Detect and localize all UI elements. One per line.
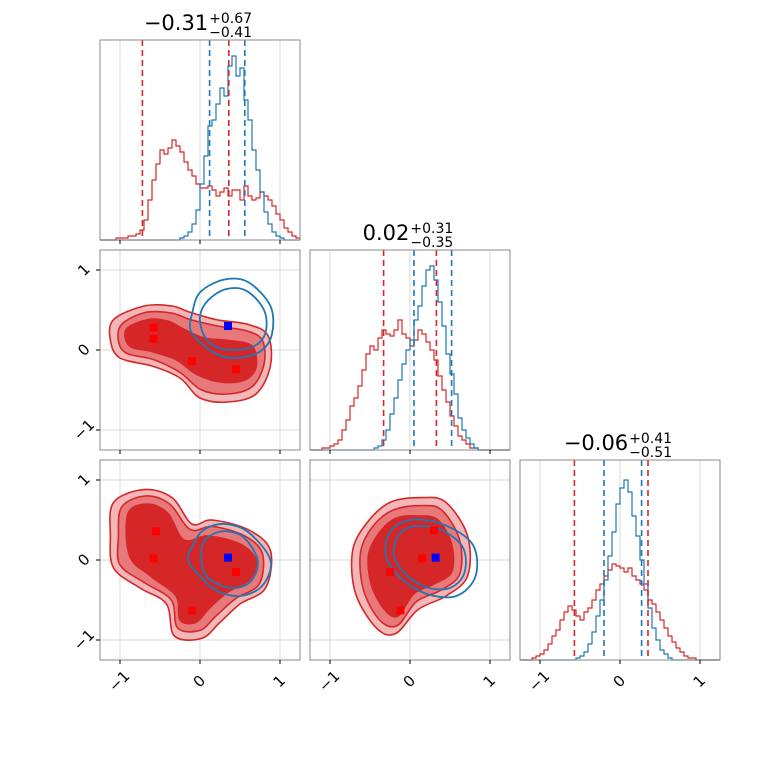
hist-title-median: 0.02 xyxy=(363,221,410,245)
x-tick-label: −1 xyxy=(525,667,553,695)
red-histogram xyxy=(520,563,720,661)
red-histogram xyxy=(100,139,301,241)
y-tick-label: −1 xyxy=(70,416,98,444)
panel-content xyxy=(350,496,479,636)
blue-marker xyxy=(224,322,232,330)
red-marker xyxy=(149,334,158,343)
hist-title-minus: −0.41 xyxy=(209,25,252,41)
hist-panel-2: 0.02 +0.31−0.35 xyxy=(309,221,511,454)
blue-contour-level-2 xyxy=(198,287,268,351)
red-marker xyxy=(232,365,240,374)
y-tick-label: 0 xyxy=(74,550,93,569)
y-tick-label: −1 xyxy=(70,626,98,654)
x-tick-label: 0 xyxy=(610,672,629,691)
red-marker xyxy=(149,323,158,332)
hist-title-plus: +0.31 xyxy=(410,221,453,237)
hist-title-minus: −0.35 xyxy=(410,235,453,251)
red-contour-level-3 xyxy=(367,515,455,618)
red-marker xyxy=(149,554,158,563)
red-marker xyxy=(188,357,196,366)
panel-content xyxy=(109,488,273,641)
red-marker xyxy=(188,606,196,615)
blue-marker xyxy=(431,553,440,562)
scatter-panel-1: −1 0 1 xyxy=(70,249,301,454)
red-marker xyxy=(386,568,394,576)
panel-content xyxy=(108,277,275,404)
blue-contour-level-2 xyxy=(392,525,467,591)
blue-contour-level-2 xyxy=(200,530,259,590)
blue-contour-level-1 xyxy=(186,523,272,598)
red-marker xyxy=(152,527,160,536)
hist-panel-3: −1 0 1 −0.06 +0.41−0.51 xyxy=(519,431,721,695)
red-marker xyxy=(396,606,405,615)
scatter-panel-3: −1 0 1 xyxy=(309,459,511,695)
hist-title-plus: +0.67 xyxy=(209,11,252,27)
red-marker xyxy=(232,568,240,576)
y-tick-label: 1 xyxy=(74,260,93,279)
blue-contour-level-1 xyxy=(188,277,275,359)
x-tick-label: 1 xyxy=(270,672,289,691)
red-marker xyxy=(418,554,426,563)
x-tick-label: 1 xyxy=(690,672,709,691)
x-tick-label: 0 xyxy=(400,672,419,691)
blue-contour-level-1 xyxy=(384,518,479,599)
hist-title-median: −0.06 xyxy=(564,431,628,455)
x-tick-label: −1 xyxy=(105,667,133,695)
red-contour-level-3 xyxy=(124,318,258,384)
x-tick-label: −1 xyxy=(315,667,343,695)
x-tick-label: 1 xyxy=(480,672,499,691)
scatter-panel-2: −1 0 1 −1 0 1 xyxy=(70,459,301,695)
hist-title-median: −0.31 xyxy=(144,11,208,35)
red-histogram xyxy=(310,319,510,451)
red-marker xyxy=(430,526,438,535)
x-tick-label: 0 xyxy=(190,672,209,691)
hist-panel-1: −0.31 +0.67−0.41 xyxy=(99,11,301,244)
y-tick-label: 1 xyxy=(74,470,93,489)
blue-marker xyxy=(224,553,232,562)
y-tick-label: 0 xyxy=(74,340,93,359)
hist-title-plus: +0.41 xyxy=(629,431,672,447)
hist-title-minus: −0.51 xyxy=(629,445,672,461)
